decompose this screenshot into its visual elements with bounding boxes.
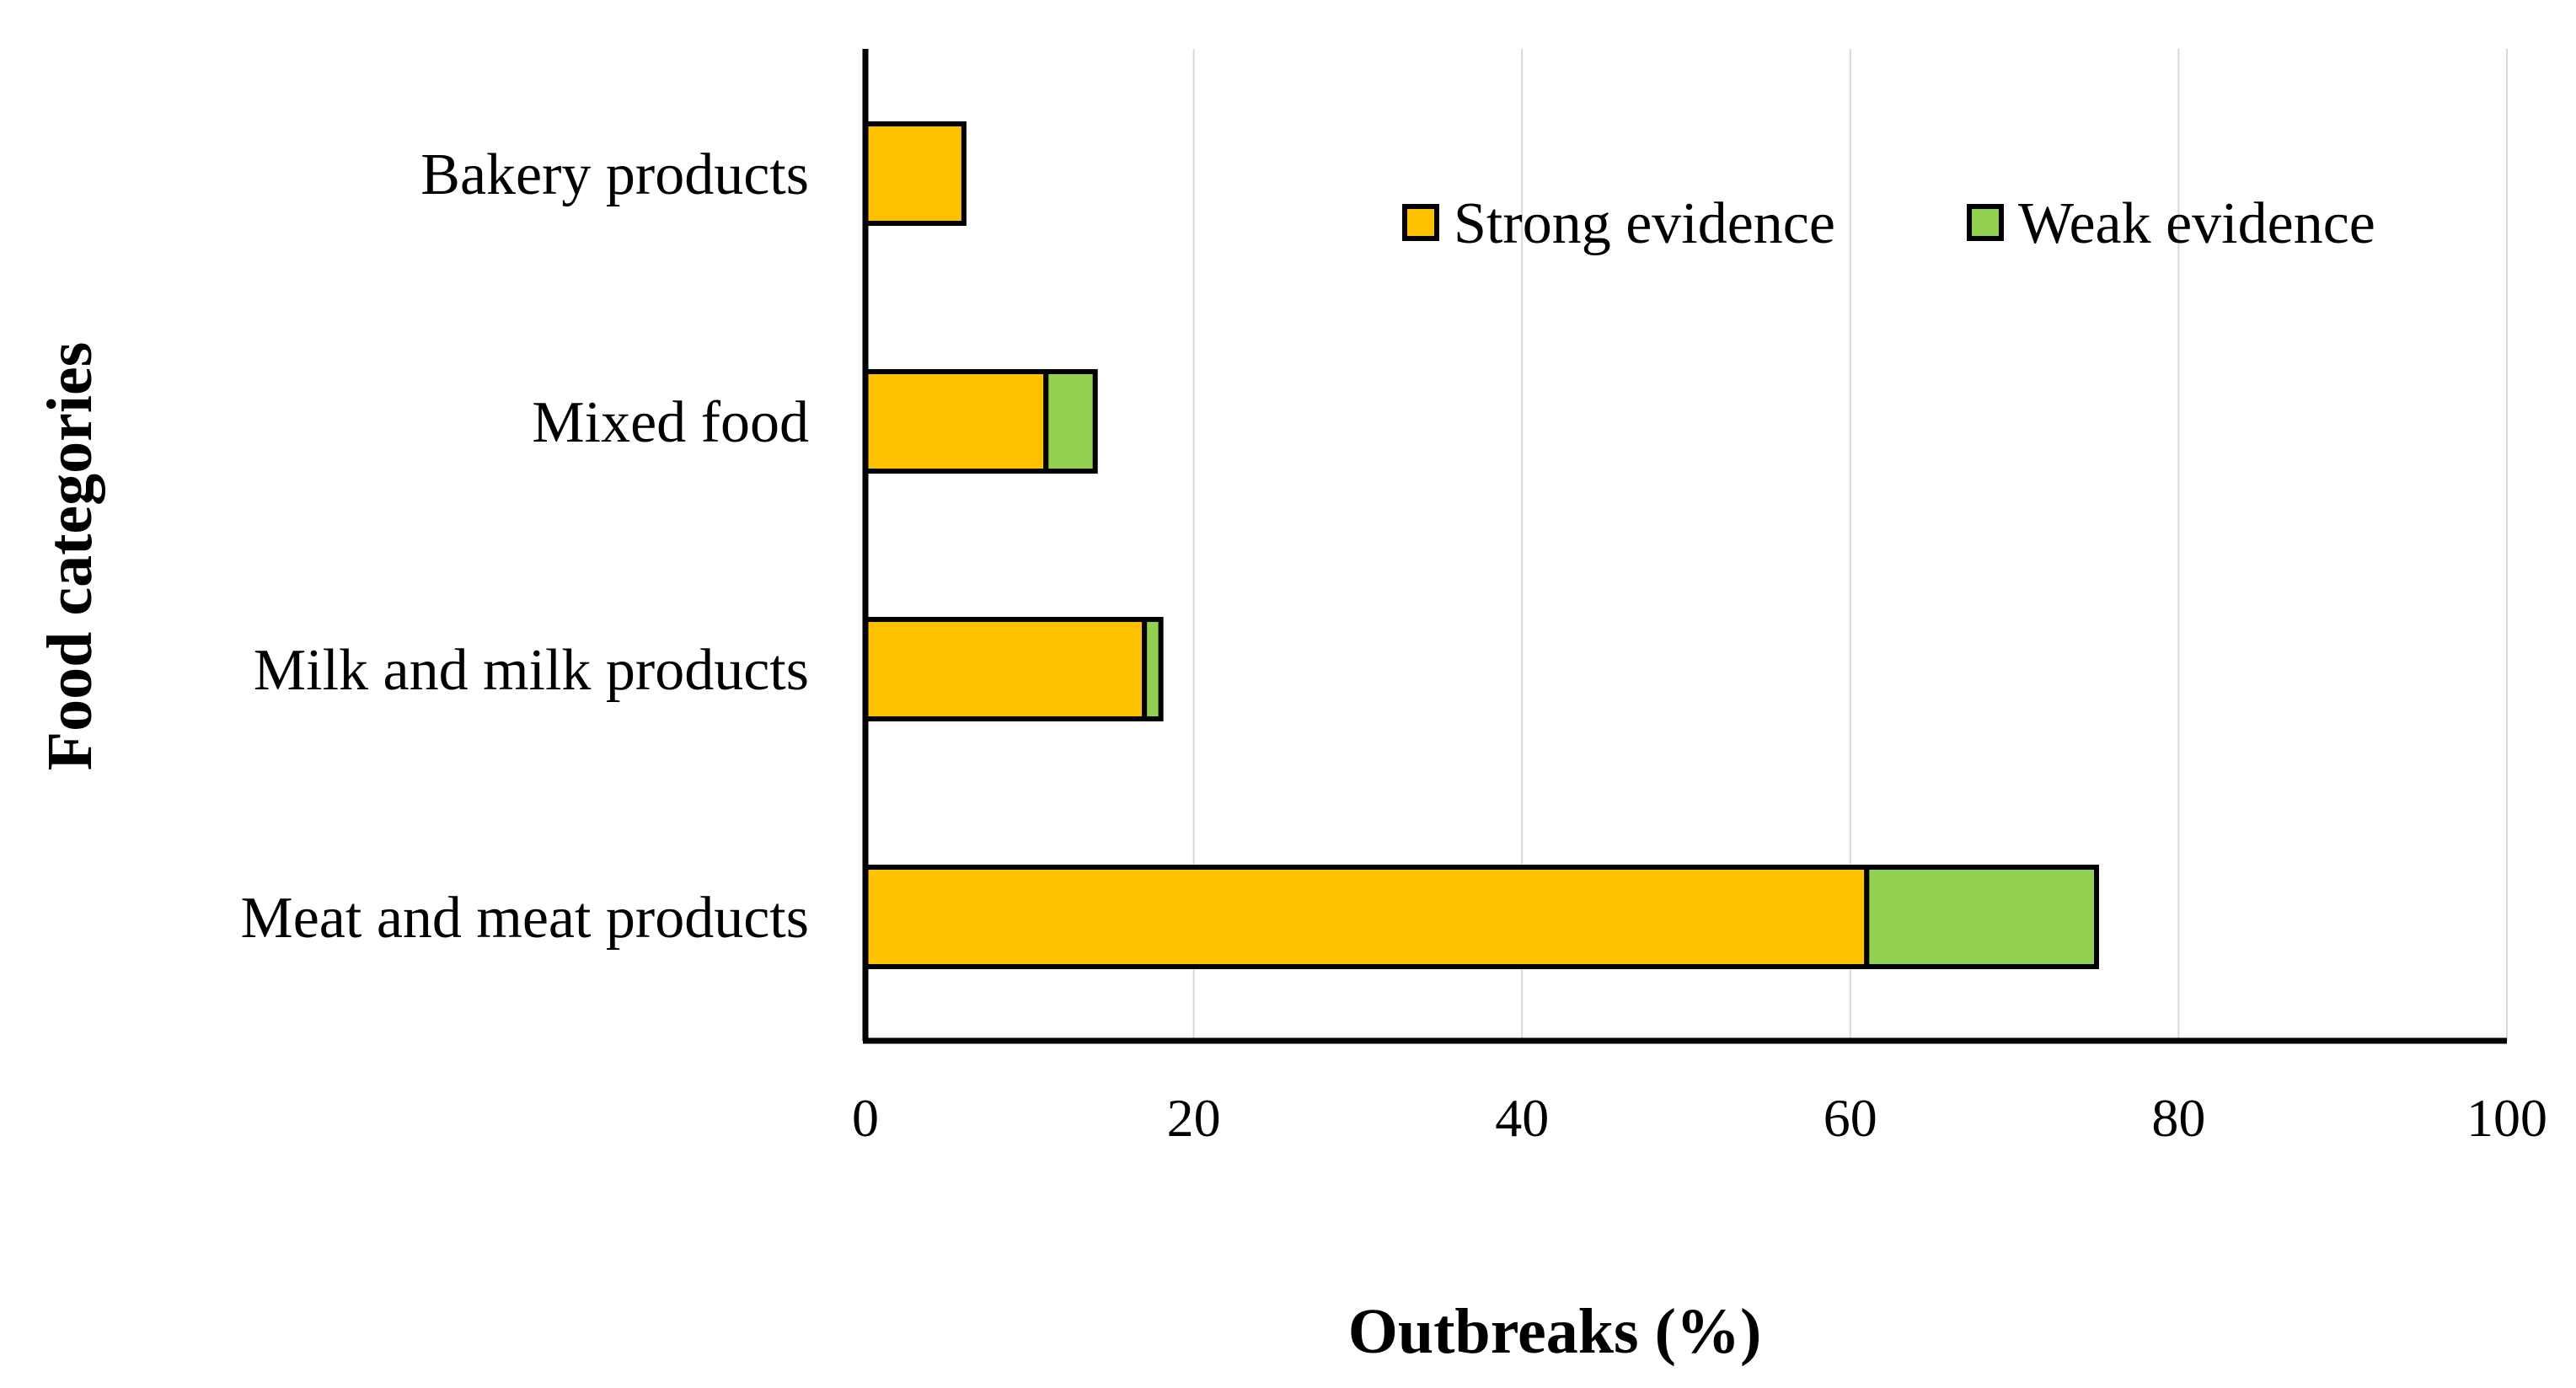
bars xyxy=(863,121,2100,969)
bar-segment-weak xyxy=(1864,865,2100,969)
bar-segment-weak xyxy=(1043,369,1098,474)
legend: Strong evidence Weak evidence xyxy=(1402,191,2375,256)
x-tick-label: 80 xyxy=(2151,1088,2205,1148)
category-label: Meat and meat products xyxy=(240,886,809,951)
legend-swatch-strong xyxy=(1402,204,1439,241)
bar-segment-weak xyxy=(1142,617,1164,721)
axes xyxy=(862,49,2507,1044)
y-axis-title: Food categories xyxy=(35,342,105,771)
legend-label-strong: Strong evidence xyxy=(1454,191,1835,256)
x-tick-label: 20 xyxy=(1167,1088,1221,1148)
category-label: Mixed food xyxy=(532,390,809,455)
x-tick-label: 40 xyxy=(1495,1088,1549,1148)
category-label: Bakery products xyxy=(420,142,809,207)
category-label: Milk and milk products xyxy=(254,638,809,703)
bar-segment-strong xyxy=(863,865,1870,969)
bar-segment-strong xyxy=(863,617,1148,721)
x-tick-label: 0 xyxy=(852,1088,879,1148)
bar-segment-strong xyxy=(863,369,1049,474)
legend-swatch-weak xyxy=(1967,204,2004,241)
x-tick-label: 60 xyxy=(1824,1088,1877,1148)
x-axis-title: Outbreaks (%) xyxy=(1348,1296,1762,1367)
bar-segment-strong xyxy=(863,121,967,226)
x-tick-labels: 0 20 40 60 80 100 xyxy=(852,1088,2547,1148)
x-tick-label: 100 xyxy=(2466,1088,2547,1148)
category-labels: Meat and meat products Milk and milk prod… xyxy=(240,142,809,951)
legend-label-weak: Weak evidence xyxy=(2018,191,2375,256)
